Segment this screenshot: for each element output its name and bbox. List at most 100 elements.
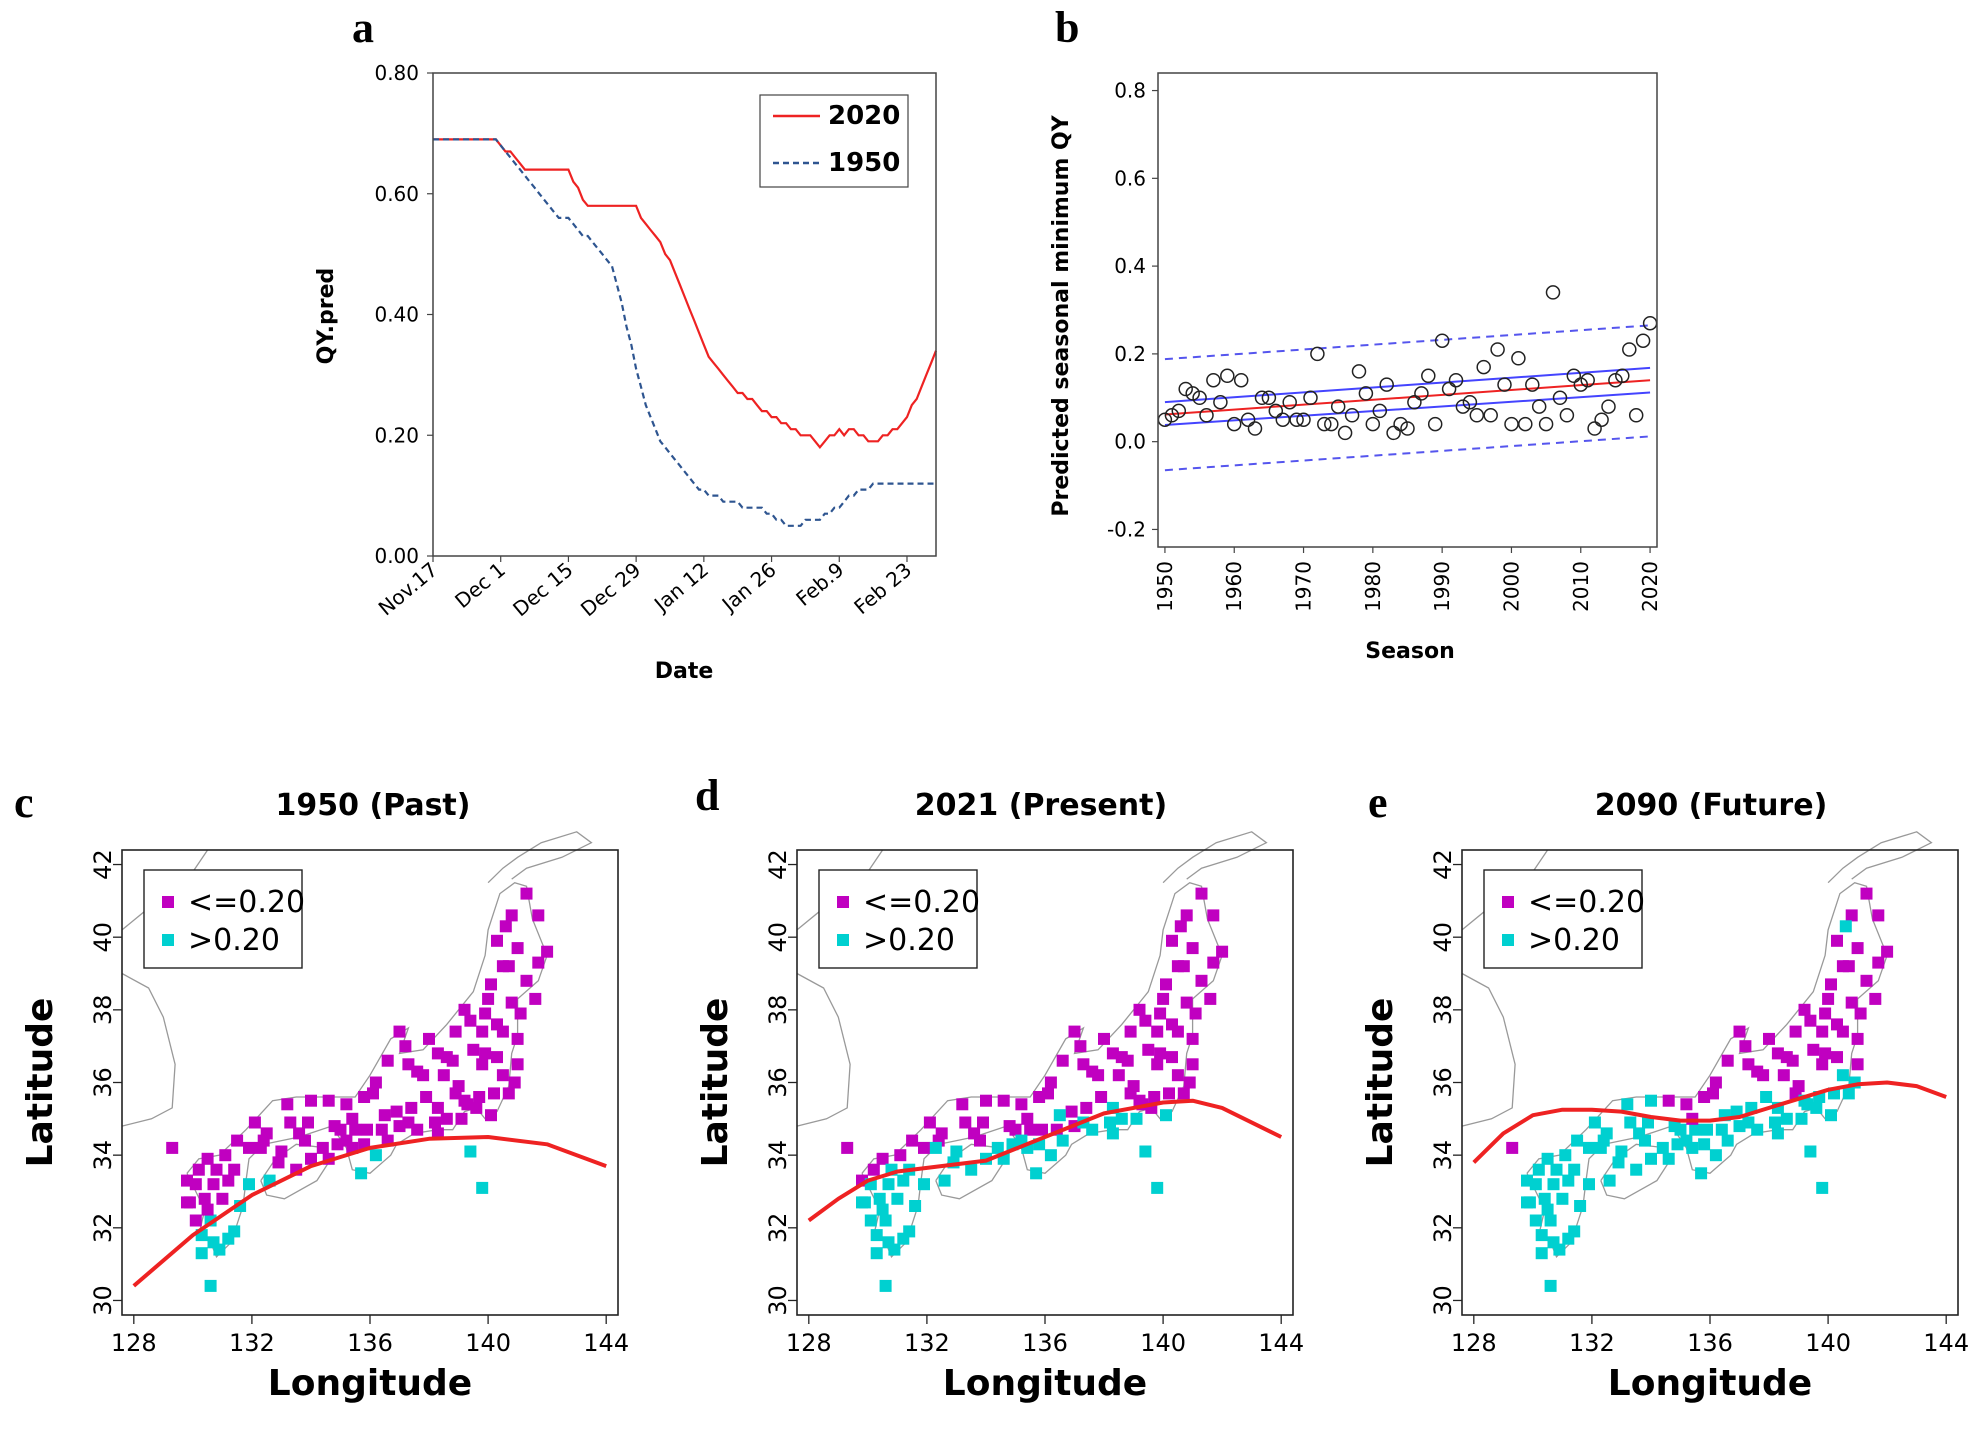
map-legend-box [143,869,303,969]
site-marker-le-0-20 [1816,1025,1829,1038]
site-marker-le-0-20 [529,992,542,1005]
site-marker-le-0-20 [1216,945,1229,958]
site-marker-gt-0-20 [1160,1109,1172,1122]
site-marker-le-0-20 [532,956,545,969]
panel-a-legend: 2020 1950 [759,94,909,188]
data-point [1330,399,1346,414]
site-marker-le-0-20 [479,1007,492,1020]
data-point [1622,342,1637,357]
panel-b-plot-area [1157,285,1658,472]
site-marker-gt-0-20 [1656,1141,1669,1154]
map-y-axis-label: Latitude [20,998,61,1168]
data-point [1344,408,1360,423]
coastline [1526,881,1888,1259]
panel-a-x-tick-label: Jan 12 [648,557,713,617]
site-marker-gt-0-20 [1603,1174,1616,1187]
site-marker-le-0-20 [431,1101,444,1114]
site-marker-gt-0-20 [1594,1141,1607,1154]
data-point [1538,416,1554,432]
site-marker-le-0-20 [1074,1040,1087,1053]
site-marker-gt-0-20 [1529,1178,1542,1191]
site-marker-le-0-20 [1816,1058,1829,1071]
site-marker-gt-0-20 [1645,1094,1657,1107]
data-point [1379,377,1394,392]
site-marker-le-0-20 [1204,992,1217,1005]
site-marker-gt-0-20 [1056,1134,1069,1147]
site-marker-le-0-20 [508,1076,521,1089]
site-marker-gt-0-20 [876,1203,889,1216]
site-marker-le-0-20 [1163,1087,1175,1100]
site-marker-gt-0-20 [1615,1145,1628,1158]
data-point [1324,416,1339,432]
coastline [186,881,548,1259]
site-marker-le-0-20 [479,1047,492,1060]
map-y-tick-label: 32 [764,1213,792,1244]
site-marker-le-0-20 [1068,1025,1081,1038]
site-marker-le-0-20 [894,1149,907,1162]
data-point [1448,372,1464,388]
panel-a-y-tick-label: 0.40 [374,303,419,327]
regression-fit-line [1164,379,1651,416]
site-marker-le-0-20 [1195,974,1208,987]
confidence-band-lower [1164,391,1651,426]
site-marker-le-0-20 [189,1178,202,1191]
site-marker-gt-0-20 [1583,1141,1595,1154]
site-marker-le-0-20 [1798,1003,1811,1016]
site-marker-le-0-20 [1154,1007,1167,1020]
site-marker-gt-0-20 [369,1149,382,1162]
site-marker-gt-0-20 [1588,1116,1601,1129]
site-marker-le-0-20 [331,1138,344,1151]
site-marker-le-0-20 [210,1163,223,1176]
site-marker-le-0-20 [405,1101,418,1114]
panel-b-y-tick-label: 0.8 [1114,79,1146,103]
site-marker-le-0-20 [272,1156,285,1169]
data-point [1407,394,1422,410]
site-marker-le-0-20 [1186,942,1199,955]
coastline [121,972,176,1127]
site-marker-le-0-20 [1792,1080,1805,1093]
panel-label-c: c [14,778,34,827]
site-marker-le-0-20 [1127,1080,1140,1093]
site-marker-le-0-20 [1845,909,1858,922]
site-marker-le-0-20 [1036,1123,1048,1136]
site-marker-le-0-20 [1133,1003,1146,1016]
series-line-2020 [433,138,938,450]
data-point [1282,394,1297,410]
data-point [1289,412,1304,427]
site-marker-gt-0-20 [1523,1196,1536,1209]
site-marker-le-0-20 [1804,1014,1817,1027]
site-marker-le-0-20 [340,1098,353,1111]
data-point [1220,368,1235,384]
site-marker-le-0-20 [399,1040,412,1053]
panel-b-y-tick-label: 0.0 [1114,430,1146,454]
site-marker-gt-0-20 [897,1232,910,1245]
site-marker-gt-0-20 [476,1181,489,1194]
panel-e-map: 128 132 136 140 144 30 32 34 36 38 40 42 Longitude La… [1360,831,1969,1404]
site-marker-gt-0-20 [1104,1116,1116,1129]
threshold-boundary-line [1472,1080,1947,1164]
map-x-tick-label: 140 [1140,1329,1186,1357]
legend-2020-label: 2020 [828,101,900,131]
data-point [1462,394,1478,410]
site-marker-gt-0-20 [355,1167,368,1180]
site-marker-le-0-20 [458,1003,471,1016]
site-marker-le-0-20 [1506,1141,1519,1154]
legend-le-0-20-swatch [837,896,849,908]
data-point [1240,412,1256,427]
site-marker-le-0-20 [505,909,518,922]
site-marker-le-0-20 [349,1123,362,1136]
site-marker-le-0-20 [1789,1025,1802,1038]
site-marker-le-0-20 [956,1098,969,1111]
site-marker-le-0-20 [254,1141,267,1154]
site-marker-le-0-20 [284,1116,297,1129]
site-marker-le-0-20 [1166,934,1178,947]
site-marker-le-0-20 [1707,1087,1719,1100]
data-point [1587,421,1602,436]
site-marker-le-0-20 [1842,960,1855,973]
map-x-tick-label: 132 [904,1329,950,1357]
site-marker-gt-0-20 [1541,1152,1554,1165]
site-marker-gt-0-20 [1771,1127,1784,1140]
site-marker-le-0-20 [1177,1087,1190,1100]
site-marker-gt-0-20 [938,1174,951,1187]
